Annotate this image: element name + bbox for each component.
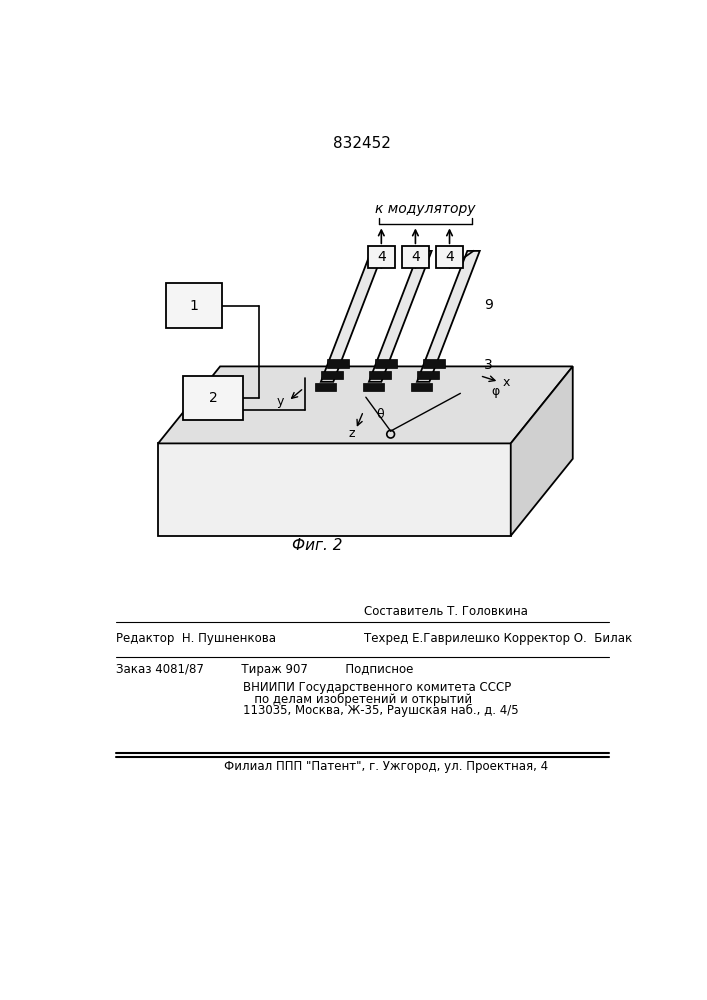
- Polygon shape: [321, 251, 384, 382]
- Polygon shape: [417, 251, 480, 382]
- Bar: [402, 246, 428, 268]
- Text: Фиг. 2: Фиг. 2: [292, 538, 342, 553]
- Text: Заказ 4081/87          Тираж 907          Подписное: Заказ 4081/87 Тираж 907 Подписное: [115, 663, 413, 676]
- Text: по делам изобретений и открытий: по делам изобретений и открытий: [243, 692, 472, 706]
- Text: z: z: [349, 427, 355, 440]
- Text: θ: θ: [377, 408, 385, 421]
- Text: 4: 4: [411, 250, 420, 264]
- Text: 113035, Москва, Ж-35, Раушская наб., д. 4/5: 113035, Москва, Ж-35, Раушская наб., д. …: [243, 704, 519, 717]
- Bar: [327, 359, 349, 368]
- Bar: [375, 359, 397, 368]
- Bar: [368, 246, 395, 268]
- Polygon shape: [510, 366, 573, 536]
- Bar: [369, 371, 391, 379]
- Bar: [183, 376, 243, 420]
- Text: 4: 4: [445, 250, 454, 264]
- Text: φ: φ: [491, 385, 500, 398]
- Bar: [423, 359, 445, 368]
- Bar: [363, 383, 385, 391]
- Polygon shape: [158, 443, 510, 536]
- Bar: [436, 246, 462, 268]
- Polygon shape: [369, 251, 432, 382]
- Text: ВНИИПИ Государственного комитета СССР: ВНИИПИ Государственного комитета СССР: [243, 681, 512, 694]
- Text: 4: 4: [377, 250, 386, 264]
- Bar: [417, 371, 438, 379]
- Text: Редактор  Н. Пушненкова: Редактор Н. Пушненкова: [115, 632, 276, 645]
- Polygon shape: [158, 366, 573, 443]
- Text: 3: 3: [484, 358, 492, 372]
- Bar: [321, 371, 343, 379]
- Text: 9: 9: [484, 298, 493, 312]
- Text: Составитель Т. Головкина: Составитель Т. Головкина: [363, 605, 527, 618]
- Text: к модулятору: к модулятору: [375, 202, 476, 216]
- Text: 832452: 832452: [333, 136, 391, 151]
- Text: 2: 2: [209, 391, 218, 405]
- Bar: [411, 383, 433, 391]
- Text: x: x: [503, 376, 510, 389]
- Bar: [166, 283, 222, 328]
- Text: Техред Е.Гаврилешко Корректор О.  Билак: Техред Е.Гаврилешко Корректор О. Билак: [363, 632, 632, 645]
- Text: y: y: [276, 395, 284, 408]
- Text: Филиал ППП "Патент", г. Ужгород, ул. Проектная, 4: Филиал ППП "Патент", г. Ужгород, ул. Про…: [224, 760, 548, 773]
- Text: 1: 1: [189, 299, 198, 313]
- Bar: [315, 383, 337, 391]
